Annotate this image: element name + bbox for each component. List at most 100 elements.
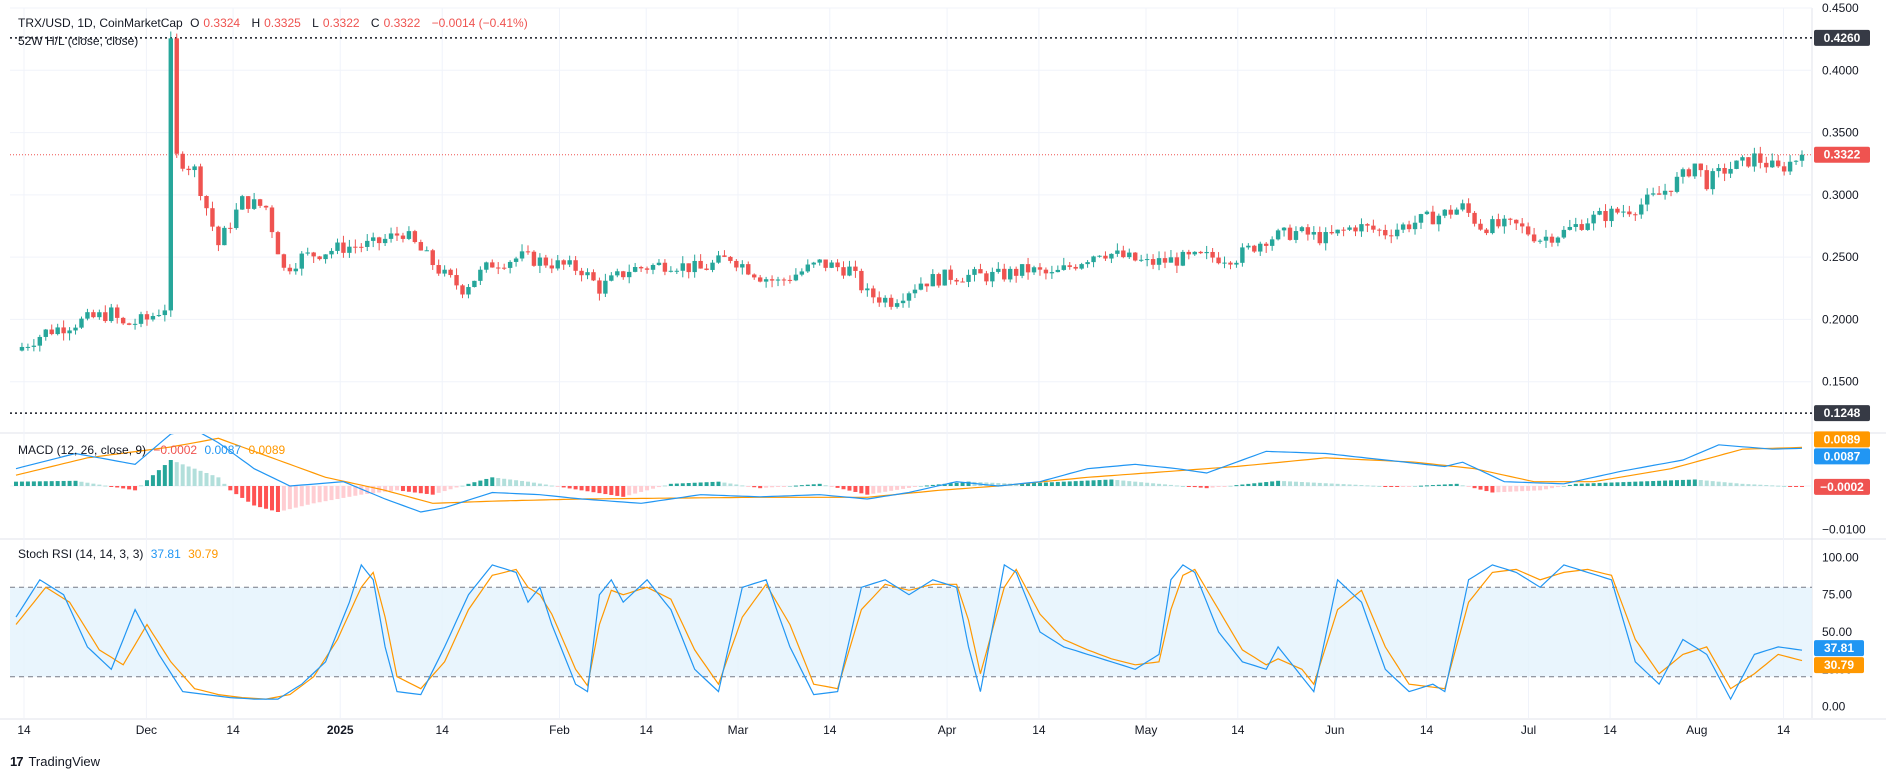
macd-line: [15, 434, 1803, 513]
candle: [853, 266, 858, 271]
macd-histogram-bar: [341, 486, 346, 498]
macd-value-label: 0.0087: [1824, 449, 1861, 463]
brand[interactable]: 17 TradingView: [10, 754, 100, 769]
macd-value: 0.0087: [204, 443, 242, 457]
candle: [1710, 171, 1715, 190]
macd-histogram-bar: [597, 486, 602, 494]
candle: [900, 300, 906, 304]
open-value: 0.3324: [203, 16, 241, 30]
macd-histogram-bar: [1264, 482, 1269, 486]
candle: [1311, 232, 1317, 235]
candle: [763, 279, 769, 282]
macd-histogram-bar: [1359, 485, 1364, 487]
candle: [1008, 268, 1013, 280]
candle: [1144, 259, 1150, 261]
macd-histogram-bar: [1579, 483, 1584, 486]
x-tick-label: Jul: [1521, 723, 1536, 737]
candle: [1043, 269, 1049, 274]
candle: [25, 346, 31, 348]
macd-histogram-bar: [776, 486, 781, 487]
candle: [1109, 253, 1114, 259]
candle: [1067, 265, 1072, 267]
candle: [656, 262, 662, 266]
macd-histogram-bar: [508, 479, 513, 486]
candle: [1615, 208, 1620, 213]
macd-histogram-bar: [829, 486, 834, 487]
macd-histogram-bar: [1043, 482, 1048, 486]
macd-histogram-bar: [37, 481, 42, 486]
macd-histogram-bar: [1573, 483, 1578, 486]
macd-histogram-bar: [186, 466, 191, 486]
macd-histogram-bar: [901, 486, 906, 489]
macd-histogram-bar: [603, 486, 608, 495]
candle: [275, 232, 281, 255]
high-52w-label-bg: [1814, 29, 1870, 46]
macd-histogram-bar: [704, 482, 709, 486]
macd-histogram-bar: [1490, 486, 1495, 493]
candle: [1383, 229, 1388, 236]
macd-histogram-bar: [269, 486, 274, 511]
candle: [591, 272, 596, 281]
macd-histogram-bar: [627, 486, 632, 496]
candle: [1138, 259, 1144, 261]
candle: [263, 205, 269, 208]
candle: [55, 327, 60, 335]
macd-histogram-bar: [1288, 481, 1293, 486]
macd-histogram-bar: [133, 486, 138, 491]
macd-histogram-bar: [460, 485, 465, 487]
candle: [317, 256, 322, 260]
candle: [1097, 255, 1102, 257]
macd-histogram-bar: [317, 486, 322, 503]
candle: [1781, 166, 1787, 172]
macd-histogram-bar: [1788, 486, 1793, 487]
macd-histogram-bar: [573, 486, 578, 490]
candle: [984, 273, 989, 282]
macd-histogram-bar: [1299, 482, 1304, 486]
macd-histogram-bar: [1555, 486, 1560, 488]
macd-histogram-bar: [1549, 486, 1554, 489]
candle: [150, 316, 156, 320]
candle: [97, 312, 102, 318]
candle: [882, 297, 888, 303]
candle: [293, 268, 299, 272]
candle: [1299, 227, 1305, 232]
macd-histogram-bar: [1621, 482, 1626, 486]
macd-histogram-bar: [1645, 481, 1650, 486]
macd-histogram-bar: [1478, 486, 1483, 490]
candle: [1341, 229, 1346, 231]
candle: [1448, 209, 1453, 215]
macd-histogram-bar: [1436, 484, 1441, 486]
macd-histogram-bar: [1276, 480, 1281, 486]
candle: [603, 280, 608, 294]
candle: [1240, 247, 1245, 263]
macd-histogram-bar: [395, 486, 400, 491]
macd-histogram-bar: [353, 486, 358, 496]
macd-histogram-bar: [918, 486, 923, 487]
macd-histogram-bar: [835, 486, 840, 488]
candle: [144, 314, 150, 320]
macd-histogram-bar: [1371, 485, 1376, 487]
macd-histogram-bar: [454, 486, 459, 488]
macd-histogram-bar: [287, 486, 292, 510]
macd-histogram-bar: [1323, 483, 1328, 486]
macd-histogram-bar: [823, 485, 828, 487]
macd-histogram-bar: [1502, 486, 1507, 492]
macd-histogram-bar: [1454, 483, 1459, 486]
macd-histogram-bar: [1508, 486, 1513, 492]
candle: [507, 261, 513, 268]
candle: [1692, 163, 1698, 177]
candle: [775, 279, 781, 281]
candle: [531, 251, 537, 266]
candle: [1799, 154, 1805, 161]
macd-histogram-bar: [1657, 480, 1662, 486]
candle: [918, 283, 924, 290]
macd-histogram-bar: [359, 486, 364, 495]
low-label: L: [312, 16, 319, 30]
candle: [1722, 167, 1727, 174]
candle: [662, 262, 668, 272]
macd-histogram-bar: [180, 464, 185, 486]
x-tick-label: Mar: [728, 723, 749, 737]
macd-histogram-bar: [1460, 485, 1465, 487]
